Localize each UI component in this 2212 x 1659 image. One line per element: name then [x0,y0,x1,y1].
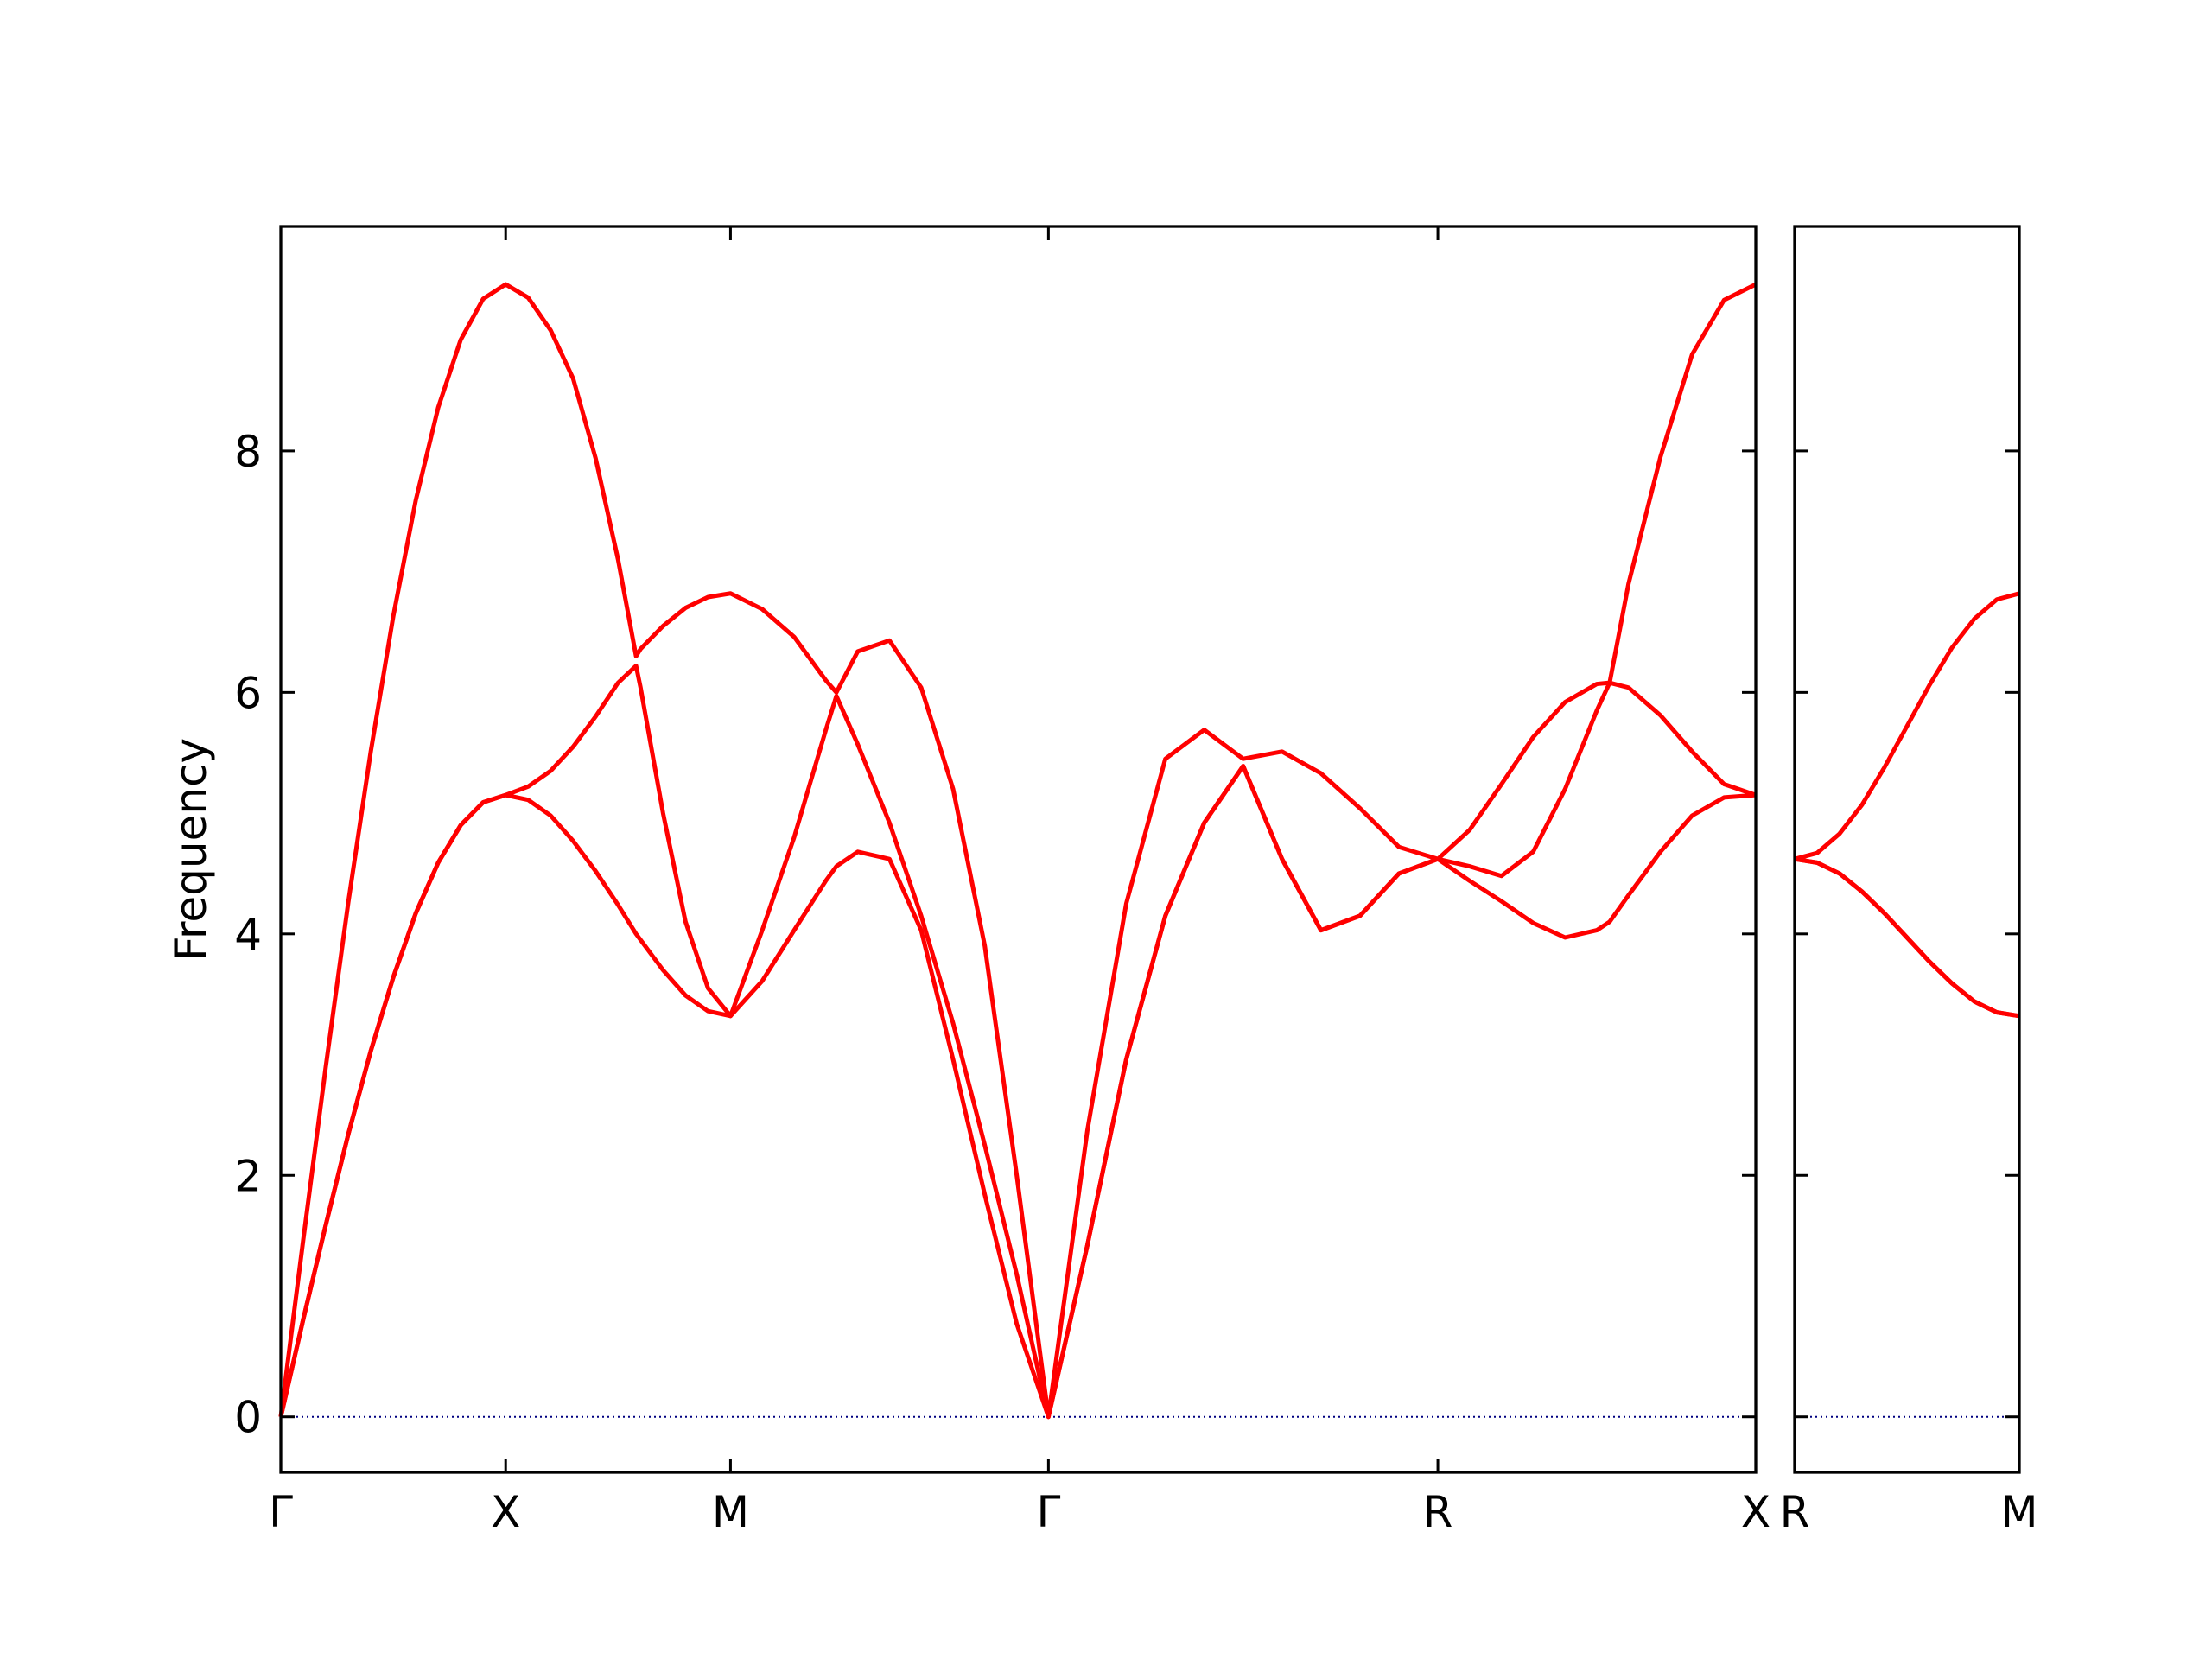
y-tick-label: 8 [234,427,262,477]
plot-frame [279,225,1758,1474]
x-tick-label: Γ [269,1487,293,1537]
y-tick-label: 2 [234,1151,262,1201]
band-line [278,664,1757,1420]
y-tick-label: 4 [234,910,262,960]
plot-frame [1793,225,2021,1474]
x-tick-label: R [1780,1487,1810,1537]
band-line [1794,591,2020,861]
x-tick-label: X [491,1487,520,1537]
x-tick-label: Γ [1036,1487,1060,1537]
x-tick-label: R [1423,1487,1453,1537]
band-line [278,282,1758,1420]
y-tick-label: 6 [234,668,262,718]
x-tick-label: X [1741,1487,1770,1537]
x-tick-label: M [712,1487,749,1537]
x-tick-label: M [2000,1487,2037,1537]
band-line [1794,856,2020,1019]
y-tick-label: 0 [234,1393,262,1443]
y-axis-label: Frequency [166,738,216,961]
